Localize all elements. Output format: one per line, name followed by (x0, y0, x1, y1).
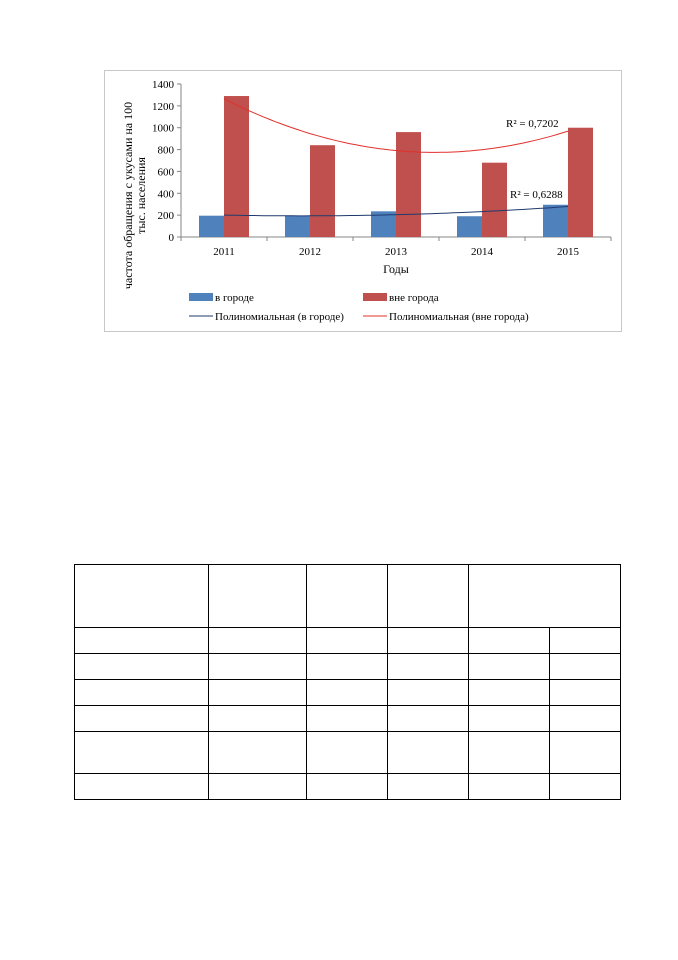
table-cell (468, 773, 550, 800)
bar-outside-city (568, 127, 593, 237)
table-cell (74, 564, 209, 628)
table-cell (468, 731, 550, 774)
table-row (74, 705, 621, 732)
table-cell (468, 679, 550, 706)
legend-label-in-city: в городе (215, 292, 254, 304)
x-tick-label: 2015 (557, 246, 580, 258)
legend-label-outside-city-trend: Полиномиальная (вне города) (389, 311, 529, 323)
table-cell (74, 627, 209, 654)
table-cell (549, 627, 621, 654)
y-tick-label: 1000 (152, 123, 175, 135)
table-row (74, 731, 621, 774)
table-cell (74, 731, 209, 774)
table-cell (74, 705, 209, 732)
r2-label-in-city: R² = 0,6288 (510, 189, 563, 201)
bar-in-city (543, 204, 568, 237)
table-cell (74, 773, 209, 800)
table-cell (306, 731, 388, 774)
x-tick-label: 2013 (385, 246, 408, 258)
table-cell (549, 679, 621, 706)
table-cell (208, 705, 307, 732)
table-cell (387, 773, 469, 800)
table-row (74, 653, 621, 680)
table-cell (74, 679, 209, 706)
bar-in-city (457, 216, 482, 237)
legend-label-outside-city: вне города (389, 292, 439, 304)
bar-in-city (285, 215, 310, 237)
table-header-row (74, 564, 621, 628)
table-cell (208, 731, 307, 774)
table-cell (387, 705, 469, 732)
trendline-in-city (223, 206, 569, 217)
data-table (74, 564, 621, 800)
x-axis-title: Годы (383, 262, 409, 276)
empty-table-container (74, 564, 621, 800)
trendline-outside-city (223, 98, 569, 153)
table-cell (387, 627, 469, 654)
legend-label-in-city-trend: Полиномиальная (в городе) (215, 311, 344, 323)
table-cell (549, 773, 621, 800)
y-tick-label: 800 (158, 145, 175, 157)
table-cell (468, 627, 550, 654)
table-row (74, 773, 621, 800)
table-cell (208, 773, 307, 800)
table-cell (549, 653, 621, 680)
x-tick-label: 2012 (299, 246, 321, 258)
table-cell (387, 653, 469, 680)
y-axis-title: частота обращения с укусами на 100тыс. н… (121, 102, 148, 289)
y-axis-title-line: частота обращения с укусами на 100 (121, 102, 135, 289)
y-tick-label: 600 (158, 166, 175, 178)
table-cell (387, 679, 469, 706)
legend-swatch-outside-city (363, 293, 387, 301)
table-cell (306, 627, 388, 654)
table-cell (387, 731, 469, 774)
bar-in-city (199, 215, 224, 237)
legend-swatch-in-city (189, 293, 213, 301)
y-tick-label: 400 (158, 188, 175, 200)
table-cell (208, 627, 307, 654)
table-cell (306, 679, 388, 706)
x-tick-label: 2014 (471, 246, 494, 258)
table-cell (208, 564, 307, 628)
y-tick-label: 1400 (152, 79, 175, 91)
table-cell (306, 705, 388, 732)
r2-label-outside-city: R² = 0,7202 (506, 118, 559, 130)
table-cell (306, 564, 388, 628)
table-cell (74, 653, 209, 680)
table-cell (468, 653, 550, 680)
table-row (74, 627, 621, 654)
y-tick-label: 200 (158, 210, 175, 222)
table-cell (306, 653, 388, 680)
bar-outside-city (396, 132, 421, 237)
bar-outside-city (482, 162, 507, 237)
y-axis-title-line: тыс. населения (134, 157, 148, 234)
table-cell (208, 653, 307, 680)
y-tick-label: 0 (169, 232, 175, 244)
x-tick-label: 2011 (213, 246, 235, 258)
table-cell (468, 705, 550, 732)
table-row (74, 679, 621, 706)
y-tick-label: 1200 (152, 101, 175, 113)
bar-chart: 0 200 400 600 800 1000 1200 1400 2011 2012 2013 201… (121, 79, 612, 323)
table-cell (549, 731, 621, 774)
table-cell (468, 564, 621, 628)
table-cell (306, 773, 388, 800)
bar-outside-city (310, 145, 335, 237)
chart-container: 0 200 400 600 800 1000 1200 1400 2011 2012 2013 201… (104, 70, 622, 332)
table-cell (387, 564, 469, 628)
table-cell (549, 705, 621, 732)
table-cell (208, 679, 307, 706)
bar-outside-city (224, 96, 249, 238)
